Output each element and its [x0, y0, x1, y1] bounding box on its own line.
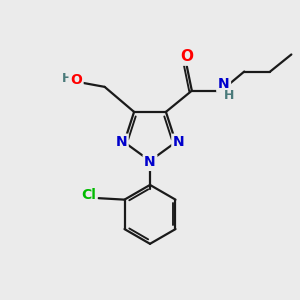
Text: O: O: [70, 73, 82, 87]
Text: N: N: [116, 135, 127, 149]
Text: H: H: [68, 73, 78, 86]
Text: N: N: [218, 77, 230, 91]
Text: H: H: [224, 89, 235, 103]
Text: Cl: Cl: [81, 188, 96, 202]
Text: N: N: [173, 135, 184, 149]
Text: N: N: [144, 155, 156, 170]
Text: H: H: [62, 72, 72, 86]
Text: O: O: [180, 49, 193, 64]
Text: O: O: [56, 73, 78, 86]
